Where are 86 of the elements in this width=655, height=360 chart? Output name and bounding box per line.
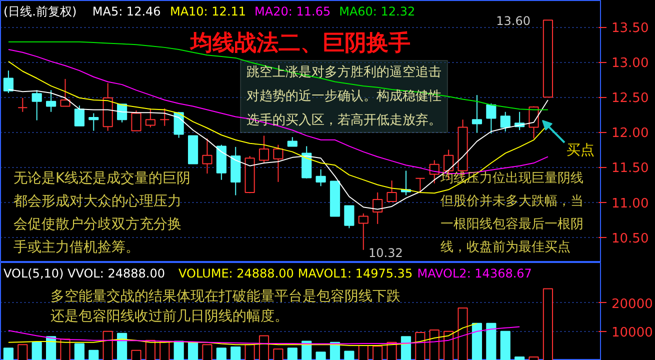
bar xyxy=(202,344,212,360)
candlestick xyxy=(202,138,212,174)
candlestick xyxy=(316,168,326,187)
bar xyxy=(444,330,454,360)
bar xyxy=(273,348,284,360)
annotation: 多空能量交战的结果体现在打破能量平台是包容阴线下跌还是包容阳线收过前几日阴线的幅度。 xyxy=(50,288,400,324)
bar xyxy=(188,342,198,360)
chart-title: VOLUME: 24888.00 xyxy=(178,266,294,280)
bar xyxy=(316,352,326,360)
bar xyxy=(174,340,184,360)
y-tick-label: 20000 xyxy=(612,296,653,312)
annotation: 13.60 xyxy=(496,14,531,28)
annotation: 无论是K线还是成交量的巨阴都会形成对大众的心理压力会促使散户分歧双方充分换手或主力借机捡筹。 xyxy=(14,170,191,256)
bar xyxy=(528,356,539,360)
bar xyxy=(88,350,99,360)
candlestick xyxy=(344,205,354,229)
candlestick xyxy=(472,94,482,134)
line-series xyxy=(8,322,478,346)
candlestick xyxy=(60,78,70,107)
bar xyxy=(302,340,312,360)
bar xyxy=(429,329,440,360)
bar xyxy=(372,346,383,360)
y-tick-label: 10000 xyxy=(612,326,653,341)
candlestick xyxy=(486,102,496,134)
text: MA5: 12.46 xyxy=(92,4,161,18)
bar xyxy=(542,288,554,360)
candlestick xyxy=(415,178,426,194)
candlestick xyxy=(18,97,28,112)
bar xyxy=(102,330,113,360)
bar xyxy=(258,335,270,360)
bar xyxy=(160,340,170,360)
y-tick-label: 12.00 xyxy=(612,126,649,142)
bar xyxy=(216,348,226,360)
text: 买点 xyxy=(566,142,594,158)
text: 均线战法二、巨阴换手 xyxy=(190,31,410,56)
candlestick xyxy=(3,70,14,94)
bar xyxy=(330,342,340,360)
candlestick xyxy=(46,90,56,112)
y-tick-label: 12.50 xyxy=(612,91,649,106)
bar xyxy=(18,344,28,360)
bar xyxy=(230,346,241,360)
bar xyxy=(415,332,426,360)
bar xyxy=(74,343,84,360)
candlestick xyxy=(386,180,397,202)
line-series xyxy=(8,326,520,344)
bar xyxy=(3,348,14,360)
candlestick xyxy=(372,192,383,224)
candlestick xyxy=(160,108,170,126)
bar xyxy=(116,332,128,360)
candlestick xyxy=(145,108,156,128)
text: MA10: 12.11 xyxy=(170,4,246,18)
bar xyxy=(458,308,468,360)
bar xyxy=(500,330,510,360)
candlestick xyxy=(358,212,368,250)
y-tick-label: 10.50 xyxy=(612,231,649,246)
bar xyxy=(472,322,482,360)
text: MA20: 11.65 xyxy=(254,4,331,18)
bar xyxy=(486,322,496,360)
text: MA60: 12.32 xyxy=(339,4,416,18)
bar xyxy=(358,345,368,360)
candlestick xyxy=(273,144,284,182)
candlestick xyxy=(74,105,84,126)
y-tick-label: 11.50 xyxy=(612,161,649,176)
text: MAVOL2: 14368.67 xyxy=(417,266,532,280)
bar xyxy=(287,348,298,360)
candlestick xyxy=(88,112,99,132)
bar xyxy=(344,350,354,360)
bar xyxy=(46,336,56,360)
y-tick-label: 13.50 xyxy=(612,21,649,36)
bar xyxy=(60,338,70,360)
y-tick-label: 11.00 xyxy=(612,196,649,212)
annotation: 10.32 xyxy=(368,246,403,260)
candlestick xyxy=(32,90,42,121)
candlestick xyxy=(258,135,270,164)
candlestick xyxy=(287,136,298,147)
bar xyxy=(514,356,525,360)
bar xyxy=(244,344,255,360)
text: MAVOL1: 14975.35 xyxy=(298,266,413,280)
candlestick xyxy=(131,110,142,132)
candlestick xyxy=(500,111,510,132)
bar xyxy=(131,350,142,360)
bar xyxy=(32,342,42,360)
bar xyxy=(400,336,412,360)
chart-subtitle: (日线.前复权) xyxy=(4,4,77,18)
y-tick-label: 13.00 xyxy=(612,56,649,72)
chart-subtitle: VOL(5,10) VVOL: 24888.00 xyxy=(4,266,165,280)
